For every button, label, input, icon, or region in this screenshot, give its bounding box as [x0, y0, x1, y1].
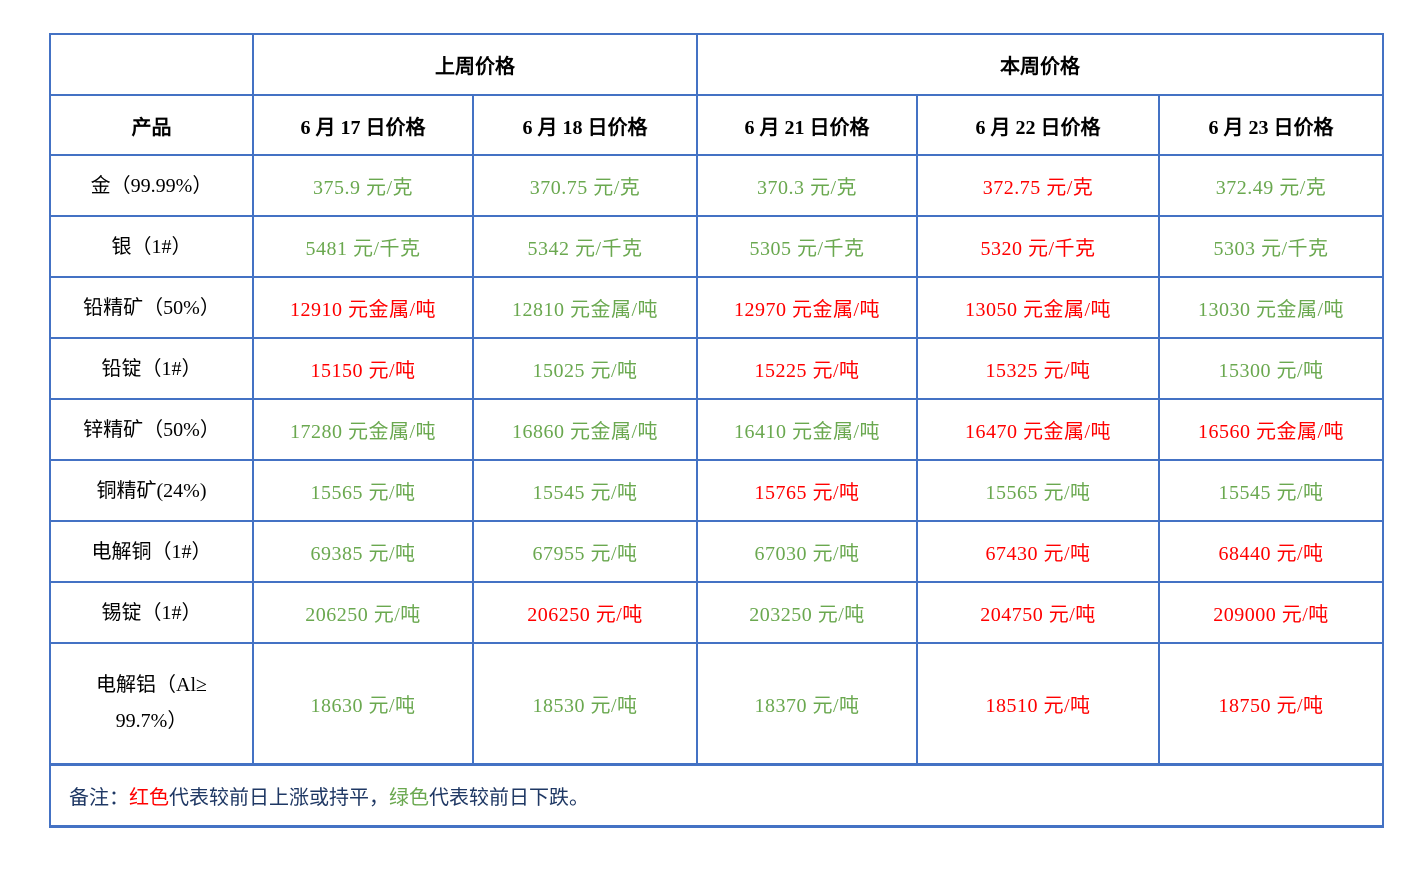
price-cell: 18630 元/吨: [252, 642, 474, 765]
price-cell: 372.49 元/克: [1157, 154, 1385, 217]
price-cell: 15150 元/吨: [252, 337, 474, 400]
price-cell: 15545 元/吨: [1157, 459, 1385, 522]
price-cell: 15025 元/吨: [472, 337, 698, 400]
price-cell: 15325 元/吨: [916, 337, 1160, 400]
table-row-electrolytic-aluminum: 电解铝（Al≥ 99.7%） 18630 元/吨 18530 元/吨 18370…: [49, 642, 1385, 765]
price-cell: 13030 元金属/吨: [1157, 276, 1385, 339]
product-cell: 铅锭（1#）: [49, 337, 254, 400]
price-cell: 372.75 元/克: [916, 154, 1160, 217]
header-this-week: 本周价格: [695, 33, 1385, 96]
price-cell: 16860 元金属/吨: [472, 398, 698, 461]
note-green-word: 绿色: [389, 786, 429, 809]
product-cell: 锡锭（1#）: [49, 581, 254, 644]
price-cell: 15545 元/吨: [472, 459, 698, 522]
header-last-week: 上周价格: [252, 33, 698, 96]
price-cell: 13050 元金属/吨: [916, 276, 1160, 339]
product-cell: 锌精矿（50%）: [49, 398, 254, 461]
metal-price-table-container: 上周价格 本周价格 产品 6 月 17 日价格 6 月 18 日价格 6 月 2…: [48, 33, 1385, 828]
price-cell: 16470 元金属/吨: [916, 398, 1160, 461]
price-cell: 18750 元/吨: [1157, 642, 1385, 765]
price-cell: 206250 元/吨: [472, 581, 698, 644]
note-row: 备注：红色代表较前日上涨或持平，绿色代表较前日下跌。: [48, 762, 1385, 828]
price-cell: 17280 元金属/吨: [252, 398, 474, 461]
price-cell: 5305 元/千克: [696, 215, 918, 278]
note-cell: 备注：红色代表较前日上涨或持平，绿色代表较前日下跌。: [48, 762, 1385, 828]
header-date-jun18: 6 月 18 日价格: [472, 94, 698, 156]
product-cell: 金（99.99%）: [49, 154, 254, 217]
table-row-copper-concentrate: 铜精矿(24%) 15565 元/吨 15545 元/吨 15765 元/吨 1…: [49, 459, 1385, 522]
price-cell: 206250 元/吨: [252, 581, 474, 644]
note-red-desc: 代表较前日上涨或持平，: [169, 786, 389, 809]
price-cell: 68440 元/吨: [1157, 520, 1385, 583]
product-cell: 铅精矿（50%）: [49, 276, 254, 339]
price-cell: 5320 元/千克: [916, 215, 1160, 278]
header-empty-cell: [49, 33, 254, 96]
price-cell: 69385 元/吨: [252, 520, 474, 583]
price-cell: 15565 元/吨: [252, 459, 474, 522]
price-cell: 18510 元/吨: [916, 642, 1160, 765]
product-cell: 电解铜（1#）: [49, 520, 254, 583]
price-cell: 15765 元/吨: [696, 459, 918, 522]
metal-price-table: 上周价格 本周价格 产品 6 月 17 日价格 6 月 18 日价格 6 月 2…: [48, 33, 1385, 828]
price-cell: 5303 元/千克: [1157, 215, 1385, 278]
price-cell: 370.3 元/克: [696, 154, 918, 217]
product-cell: 银（1#）: [49, 215, 254, 278]
price-cell: 203250 元/吨: [696, 581, 918, 644]
table-row-tin-ingot: 锡锭（1#） 206250 元/吨 206250 元/吨 203250 元/吨 …: [49, 581, 1385, 644]
header-product: 产品: [49, 94, 254, 156]
table-row-gold: 金（99.99%） 375.9 元/克 370.75 元/克 370.3 元/克…: [49, 154, 1385, 217]
price-cell: 18530 元/吨: [472, 642, 698, 765]
price-cell: 67955 元/吨: [472, 520, 698, 583]
header-date-jun22: 6 月 22 日价格: [916, 94, 1160, 156]
price-cell: 375.9 元/克: [252, 154, 474, 217]
price-cell: 15225 元/吨: [696, 337, 918, 400]
price-cell: 16410 元金属/吨: [696, 398, 918, 461]
header-group-row: 上周价格 本周价格: [49, 33, 1385, 96]
price-cell: 209000 元/吨: [1157, 581, 1385, 644]
table-row-silver: 银（1#） 5481 元/千克 5342 元/千克 5305 元/千克 5320…: [49, 215, 1385, 278]
note-red-word: 红色: [129, 786, 169, 809]
note-green-desc: 代表较前日下跌。: [429, 786, 589, 809]
price-cell: 15300 元/吨: [1157, 337, 1385, 400]
price-cell: 12810 元金属/吨: [472, 276, 698, 339]
price-cell: 18370 元/吨: [696, 642, 918, 765]
header-date-jun17: 6 月 17 日价格: [252, 94, 474, 156]
price-cell: 16560 元金属/吨: [1157, 398, 1385, 461]
header-date-row: 产品 6 月 17 日价格 6 月 18 日价格 6 月 21 日价格 6 月 …: [49, 94, 1385, 156]
table-row-lead-concentrate: 铅精矿（50%） 12910 元金属/吨 12810 元金属/吨 12970 元…: [49, 276, 1385, 339]
header-date-jun21: 6 月 21 日价格: [696, 94, 918, 156]
product-cell: 铜精矿(24%): [49, 459, 254, 522]
table-row-electrolytic-copper: 电解铜（1#） 69385 元/吨 67955 元/吨 67030 元/吨 67…: [49, 520, 1385, 583]
price-cell: 5481 元/千克: [252, 215, 474, 278]
price-cell: 5342 元/千克: [472, 215, 698, 278]
price-cell: 67430 元/吨: [916, 520, 1160, 583]
price-cell: 15565 元/吨: [916, 459, 1160, 522]
price-cell: 12970 元金属/吨: [696, 276, 918, 339]
price-cell: 370.75 元/克: [472, 154, 698, 217]
header-date-jun23: 6 月 23 日价格: [1157, 94, 1385, 156]
product-cell: 电解铝（Al≥ 99.7%）: [49, 642, 254, 765]
price-cell: 67030 元/吨: [696, 520, 918, 583]
table-row-zinc-concentrate: 锌精矿（50%） 17280 元金属/吨 16860 元金属/吨 16410 元…: [49, 398, 1385, 461]
table-row-lead-ingot: 铅锭（1#） 15150 元/吨 15025 元/吨 15225 元/吨 153…: [49, 337, 1385, 400]
note-prefix: 备注：: [69, 786, 129, 809]
price-cell: 204750 元/吨: [916, 581, 1160, 644]
price-cell: 12910 元金属/吨: [252, 276, 474, 339]
